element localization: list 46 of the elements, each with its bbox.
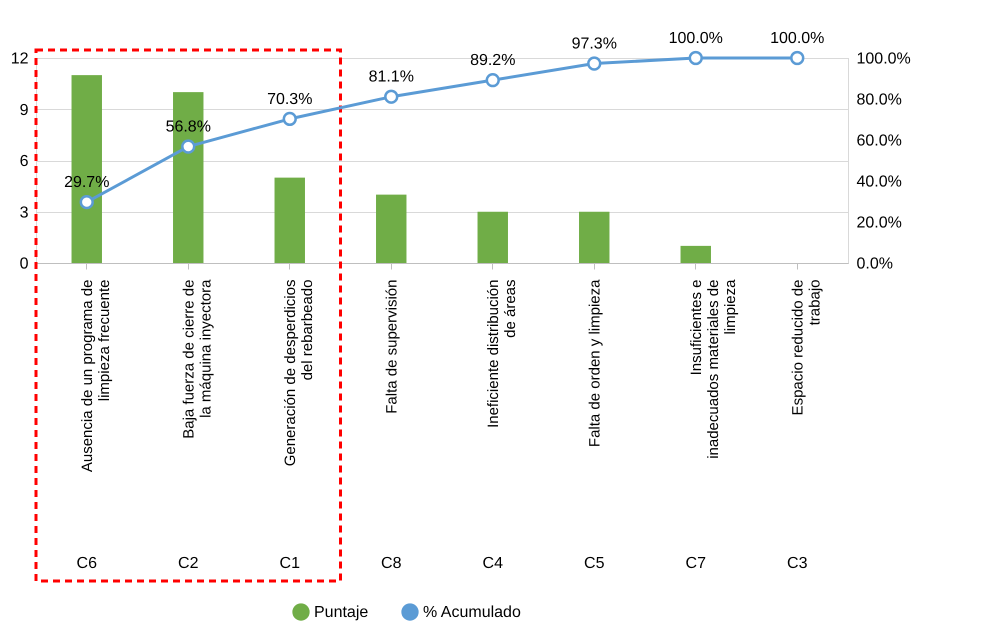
x-tick-label: Falta de supervisión	[383, 280, 400, 414]
legend-label: % Acumulado	[423, 604, 521, 622]
y-tick-label: 9	[20, 102, 29, 119]
y-tick-label: 6	[20, 153, 29, 170]
y2-tick-label: 100.0%	[856, 50, 911, 68]
point	[282, 112, 297, 126]
x-tick-label: Ausencia de un programa de limpieza frecuente	[78, 280, 113, 472]
bar	[376, 194, 406, 263]
text: C2	[178, 555, 199, 572]
y2-tick-label: 20.0%	[856, 214, 902, 232]
bar	[478, 212, 508, 263]
y-tick-label: 12	[10, 50, 29, 68]
text: C7	[686, 555, 706, 572]
text: C8	[381, 555, 402, 572]
y2-tick-label: 80.0%	[856, 92, 902, 108]
point	[181, 139, 196, 154]
y-tick-label: 0	[20, 256, 29, 272]
bar	[579, 212, 610, 263]
point	[80, 194, 94, 210]
data-label: 97.3%	[572, 36, 617, 53]
data-label: 81.1%	[368, 68, 414, 86]
y2-tick-label: 0.0%	[856, 256, 893, 272]
point	[486, 72, 500, 88]
x-tick-label: Ineficiente distribución de áreas	[484, 280, 519, 428]
y2-tick-label: 60.0%	[856, 132, 902, 150]
data-label: 100.0%	[770, 30, 824, 47]
point	[688, 50, 703, 66]
data-label: 100.0%	[668, 30, 723, 47]
legend-label: Puntaje	[314, 604, 368, 622]
x-tick-label: Insuficientes e inadecuados materiales de limpieza	[688, 278, 739, 459]
point	[384, 90, 398, 104]
bar	[274, 178, 305, 263]
y-tick-label: 3	[20, 204, 29, 222]
x-tick-label: Falta de orden y limpieza	[586, 278, 604, 448]
text: C4	[482, 555, 504, 572]
data-label: 70.3%	[267, 90, 312, 108]
point	[790, 50, 804, 66]
text: C5	[584, 555, 605, 572]
data-label: 89.2%	[470, 52, 516, 70]
text: C6	[76, 555, 98, 572]
x-tick-label: Espacio reducido de trabajo	[789, 280, 824, 416]
bar	[680, 246, 711, 263]
text: C3	[787, 555, 808, 572]
point	[587, 56, 602, 71]
text: C1	[280, 555, 300, 572]
y2-tick-label: 40.0%	[856, 174, 902, 190]
